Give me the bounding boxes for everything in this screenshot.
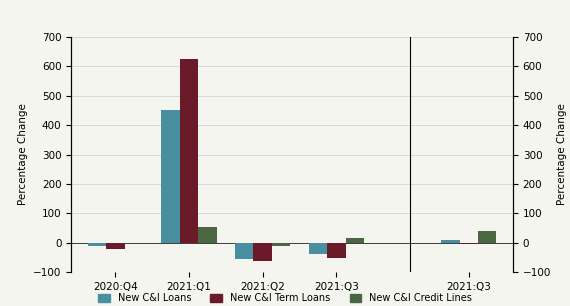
- Bar: [198, 227, 217, 243]
- Bar: [345, 237, 364, 243]
- Bar: [272, 243, 290, 246]
- Bar: [441, 240, 459, 243]
- Bar: [327, 243, 345, 258]
- Bar: [235, 243, 254, 259]
- Bar: [180, 59, 198, 243]
- Bar: [309, 243, 327, 254]
- Bar: [88, 243, 106, 246]
- Bar: [106, 243, 125, 249]
- Bar: [254, 243, 272, 261]
- Y-axis label: Percentage Change: Percentage Change: [18, 104, 27, 205]
- Bar: [478, 231, 496, 243]
- Bar: [459, 243, 478, 244]
- Legend: New C&I Loans, New C&I Term Loans, New C&I Credit Lines: New C&I Loans, New C&I Term Loans, New C…: [94, 289, 476, 306]
- Bar: [125, 243, 143, 244]
- Bar: [161, 110, 180, 243]
- Y-axis label: Percentage Change: Percentage Change: [557, 104, 567, 205]
